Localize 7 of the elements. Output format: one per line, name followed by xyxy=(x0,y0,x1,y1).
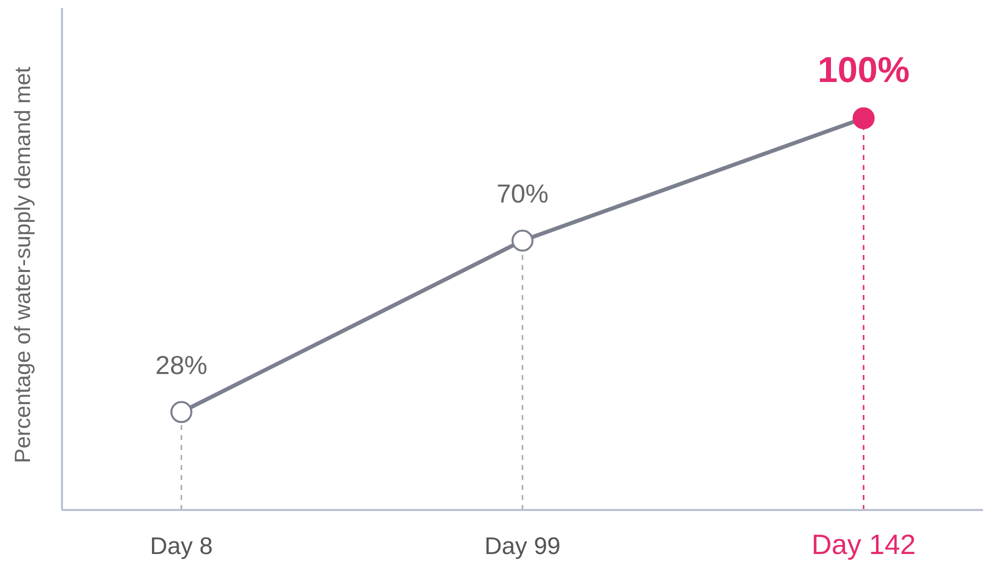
y-axis-title: Percentage of water-supply demand met xyxy=(10,66,35,464)
data-label: 100% xyxy=(818,49,910,90)
data-label: 28% xyxy=(155,350,208,380)
data-label: 70% xyxy=(496,178,549,209)
x-tick-label: Day 99 xyxy=(484,533,561,560)
x-tick-label: Day 142 xyxy=(811,529,916,560)
x-tick-label: Day 8 xyxy=(150,533,213,560)
